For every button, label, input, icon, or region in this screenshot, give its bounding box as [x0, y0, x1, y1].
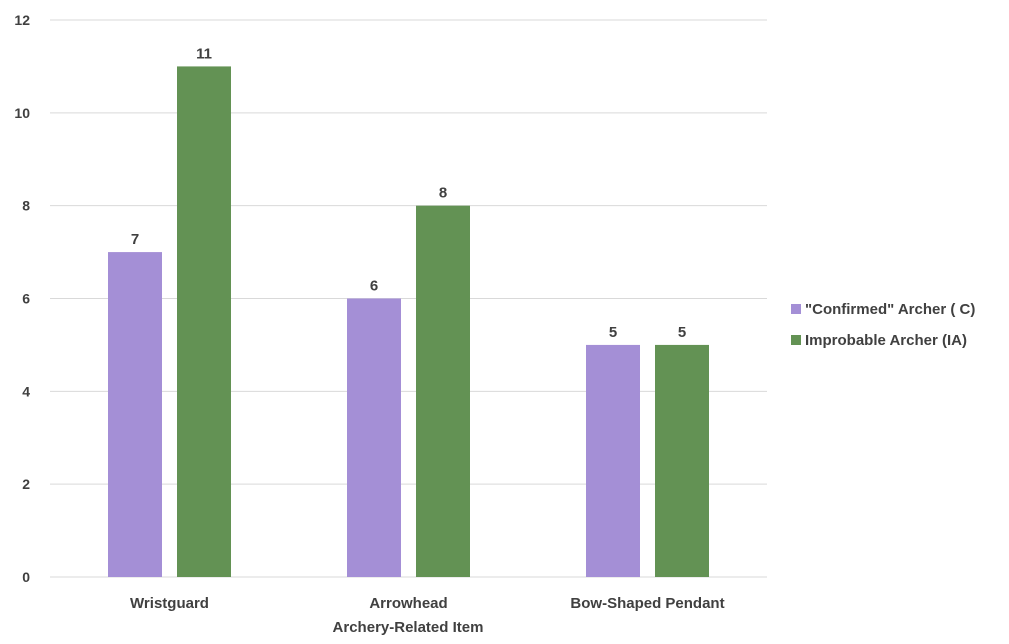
bar-arrowhead-series-2[interactable] [416, 205, 470, 577]
bar-arrowhead-series-1[interactable] [347, 298, 401, 578]
data-label: 11 [196, 45, 212, 62]
x-category-label: Arrowhead [369, 595, 447, 612]
x-category-label: Bow-Shaped Pendant [570, 595, 724, 612]
bar-bow-shaped-pendant-series-2[interactable] [655, 344, 709, 577]
y-tick-label-12: 12 [14, 12, 30, 28]
legend-label: Improbable Archer (IA) [805, 332, 967, 349]
bar-bow-shaped-pendant-series-1[interactable] [586, 344, 640, 577]
bar-wristguard-series-2[interactable] [177, 66, 231, 578]
y-tick-label-8: 8 [22, 198, 30, 214]
y-tick-label-4: 4 [22, 383, 30, 399]
legend-label: "Confirmed" Archer ( C) [805, 301, 975, 318]
legend-swatch [791, 304, 801, 314]
legend-item-series-1[interactable]: "Confirmed" Archer ( C) [791, 301, 975, 318]
bar-wristguard-series-1[interactable] [108, 252, 162, 578]
x-axis-title: Archery-Related Item [333, 619, 484, 636]
bars [108, 66, 709, 578]
data-labels: 7 11 6 8 5 5 [131, 45, 686, 341]
data-label: 5 [609, 324, 617, 341]
legend-swatch [791, 335, 801, 345]
legend[interactable]: "Confirmed" Archer ( C) Improbable Archer… [791, 301, 975, 349]
legend-item-series-2[interactable]: Improbable Archer (IA) [791, 332, 967, 349]
y-tick-label-6: 6 [22, 291, 30, 307]
data-label: 6 [370, 278, 378, 295]
x-category-label: Wristguard [130, 595, 209, 612]
y-tick-label-0: 0 [22, 569, 30, 585]
gridlines [50, 19, 767, 578]
y-tick-label-10: 10 [14, 105, 30, 121]
x-axis-categories: Wristguard Arrowhead Bow-Shaped Pendant [130, 595, 725, 612]
data-label: 8 [439, 185, 447, 202]
data-label: 7 [131, 231, 139, 248]
y-tick-label-2: 2 [22, 476, 30, 492]
y-axis-ticks: 0 2 4 6 8 10 12 [14, 12, 30, 585]
data-label: 5 [678, 324, 686, 341]
